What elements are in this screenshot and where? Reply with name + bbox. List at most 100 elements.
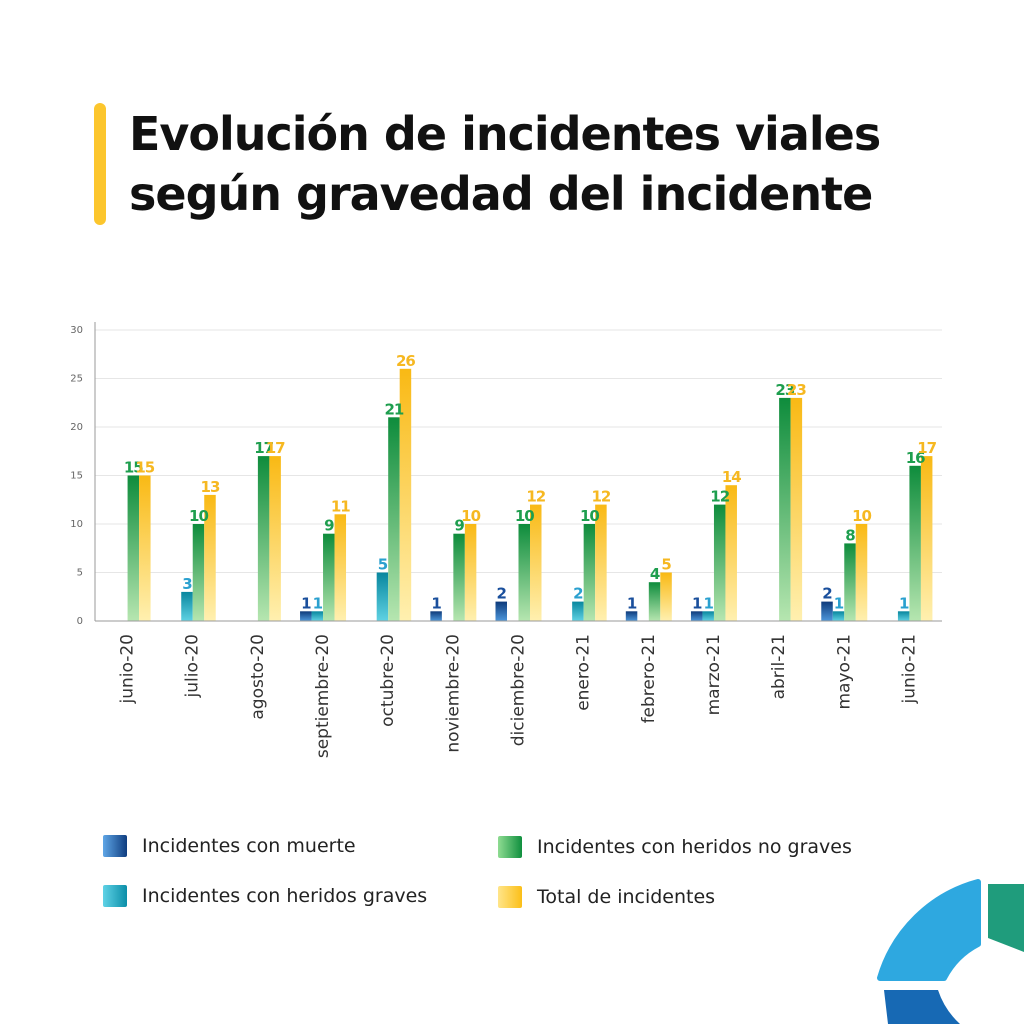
bar-diciembre-20-s2 <box>518 524 530 621</box>
data-label-junio-21-s3: 17 <box>917 439 936 457</box>
bar-agosto-20-s2 <box>257 456 270 621</box>
data-label-octubre-20-s3: 26 <box>396 352 415 370</box>
data-label-junio-21-s2: 16 <box>906 449 925 467</box>
x-category-label: agosto-20 <box>248 634 268 720</box>
bar-mayo-21-s3 <box>855 524 868 621</box>
chart-title-line-2: según gravedad del incidente <box>129 167 873 221</box>
data-label-septiembre-20-s3: 11 <box>331 497 350 515</box>
x-category-label: enero-21 <box>574 634 594 711</box>
data-label-mayo-21-s2: 8 <box>845 526 855 544</box>
bar-junio-21-s2 <box>909 465 921 621</box>
data-label-marzo-21-s1: 1 <box>703 594 713 612</box>
logo-arc-light-blue <box>877 879 981 981</box>
bar-marzo-21-s3 <box>725 485 737 621</box>
data-label-julio-20-s1: 3 <box>182 575 192 593</box>
bar-noviembre-20-s2 <box>453 533 465 621</box>
x-category-label: octubre-20 <box>378 634 398 727</box>
data-label-junio-20-s3: 15 <box>135 459 154 477</box>
chart-title: Evolución de incidentes viales según gra… <box>129 104 881 224</box>
data-label-octubre-20-s1: 5 <box>378 556 388 574</box>
bar-febrero-21-s0 <box>625 611 638 621</box>
bar-abril-21-s3 <box>790 397 803 621</box>
x-category-label: marzo-21 <box>704 634 724 715</box>
bar-marzo-21-s1 <box>702 611 714 621</box>
data-label-mayo-21-s3: 10 <box>852 507 871 525</box>
x-category-label: julio-20 <box>183 634 203 698</box>
data-label-septiembre-20-s1: 1 <box>313 594 323 612</box>
bar-noviembre-20-s0 <box>430 611 442 621</box>
data-label-octubre-20-s2: 21 <box>385 400 404 418</box>
data-label-diciembre-20-s3: 12 <box>526 488 545 506</box>
x-category-label: junio-21 <box>899 634 919 704</box>
bar-diciembre-20-s0 <box>495 601 507 621</box>
bar-abril-21-s2 <box>779 397 791 621</box>
bar-septiembre-20-s3 <box>334 514 347 621</box>
data-label-noviembre-20-s0: 1 <box>431 594 441 612</box>
x-category-label: febrero-21 <box>639 634 659 723</box>
bar-noviembre-20-s3 <box>464 524 477 621</box>
data-label-junio-20-s2: 15 <box>124 459 143 477</box>
bar-enero-21-s1 <box>572 601 584 621</box>
bar-diciembre-20-s3 <box>530 504 542 621</box>
data-label-febrero-21-s0: 1 <box>627 594 637 612</box>
x-category-label: septiembre-20 <box>313 634 333 758</box>
data-label-junio-21-s1: 1 <box>899 594 909 612</box>
y-tick-label: 30 <box>70 325 83 336</box>
bar-septiembre-20-s0 <box>300 611 312 621</box>
bar-marzo-21-s2 <box>713 504 726 621</box>
data-label-diciembre-20-s2: 10 <box>515 507 534 525</box>
bar-enero-21-s3 <box>595 504 607 621</box>
bar-julio-20-s3 <box>204 494 216 621</box>
x-category-label: junio-20 <box>118 634 138 704</box>
bar-febrero-21-s2 <box>648 582 661 621</box>
data-label-julio-20-s3: 13 <box>201 478 220 496</box>
chart-title-line-1: Evolución de incidentes viales <box>129 107 881 161</box>
bar-julio-20-s1 <box>181 591 193 621</box>
y-tick-label: 10 <box>70 519 83 530</box>
y-tick-label: 0 <box>77 616 83 627</box>
data-label-diciembre-20-s0: 2 <box>497 585 507 603</box>
data-label-julio-20-s2: 10 <box>189 507 208 525</box>
bar-septiembre-20-s2 <box>323 533 335 621</box>
data-label-mayo-21-s0: 2 <box>822 585 832 603</box>
x-category-label: noviembre-20 <box>443 634 463 753</box>
bar-mayo-21-s2 <box>844 543 856 621</box>
logo-arc-dark-blue <box>884 990 960 1024</box>
data-label-septiembre-20-s2: 9 <box>324 517 334 535</box>
data-label-enero-21-s2: 10 <box>580 507 599 525</box>
data-label-enero-21-s1: 2 <box>573 585 583 603</box>
bar-octubre-20-s1 <box>376 572 389 621</box>
y-tick-label: 15 <box>70 471 83 482</box>
bar-enero-21-s2 <box>583 524 596 621</box>
bar-febrero-21-s3 <box>660 572 672 621</box>
logo-arc-teal <box>988 884 1024 952</box>
x-category-label: diciembre-20 <box>509 634 529 746</box>
bar-octubre-20-s2 <box>388 417 400 621</box>
y-tick-label: 25 <box>70 374 83 385</box>
data-label-septiembre-20-s0: 1 <box>301 594 311 612</box>
data-label-marzo-21-s0: 1 <box>692 594 702 612</box>
bar-octubre-20-s3 <box>399 368 412 621</box>
data-label-enero-21-s3: 12 <box>591 488 610 506</box>
x-category-label: mayo-21 <box>834 634 854 710</box>
data-label-mayo-21-s1: 1 <box>834 594 844 612</box>
data-label-febrero-21-s2: 4 <box>650 565 660 583</box>
data-label-abril-21-s3: 23 <box>787 381 806 399</box>
bar-marzo-21-s0 <box>690 611 703 621</box>
bar-junio-20-s3 <box>139 475 151 621</box>
data-label-noviembre-20-s3: 10 <box>461 507 480 525</box>
data-label-marzo-21-s2: 12 <box>710 488 729 506</box>
data-label-agosto-20-s3: 17 <box>266 439 285 457</box>
bar-mayo-21-s1 <box>832 611 845 621</box>
bar-julio-20-s2 <box>192 524 205 621</box>
bar-septiembre-20-s1 <box>311 611 324 621</box>
y-tick-label: 20 <box>70 422 83 433</box>
axis-layer: 0 5 10 15 20 25 30 junio-20 julio-20 agosto-20 sep… <box>70 322 942 758</box>
title-accent-bar <box>94 103 106 225</box>
data-label-abril-21-s2: 23 <box>775 381 794 399</box>
bars-layer <box>127 368 933 621</box>
bar-junio-21-s3 <box>920 456 933 621</box>
